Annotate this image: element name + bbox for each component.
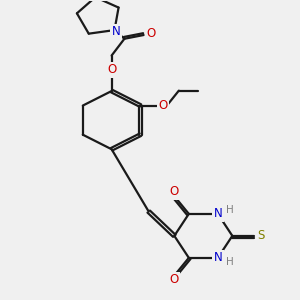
Text: O: O	[169, 185, 178, 198]
Text: O: O	[169, 273, 178, 286]
Text: O: O	[107, 63, 116, 76]
Text: O: O	[158, 99, 167, 112]
Text: S: S	[257, 230, 265, 242]
Text: H: H	[226, 205, 234, 215]
Text: O: O	[147, 27, 156, 40]
Text: N: N	[214, 207, 222, 220]
Text: N: N	[112, 25, 121, 38]
Text: N: N	[214, 251, 222, 264]
Text: H: H	[226, 256, 234, 267]
